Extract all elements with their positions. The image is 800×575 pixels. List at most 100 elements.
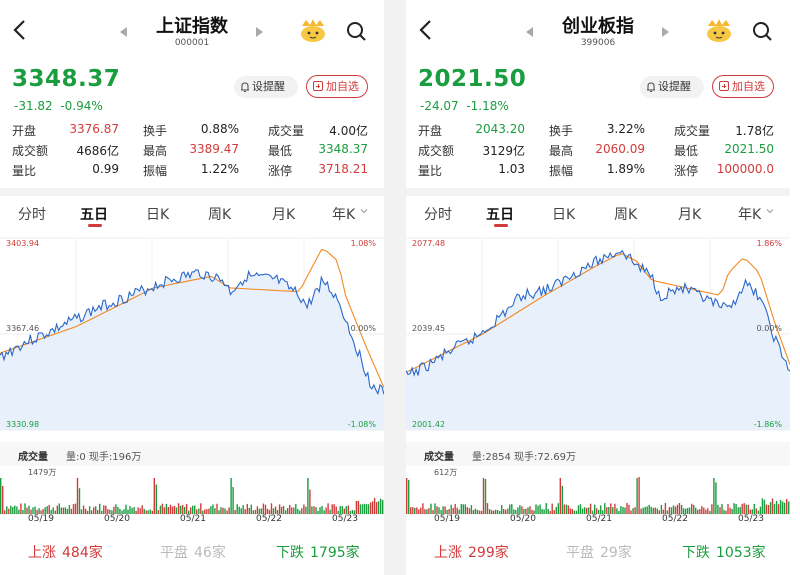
search-icon[interactable]: [344, 19, 368, 43]
volume-bar: [272, 508, 275, 514]
volume-bar: [181, 505, 184, 514]
volume-bar: [371, 501, 374, 514]
volume-bar: [204, 509, 206, 514]
volume-bar: [781, 501, 784, 514]
tab-3[interactable]: 周K: [208, 207, 232, 223]
volume-bar: [208, 508, 210, 514]
price-line: [406, 249, 790, 377]
volume-bar: [32, 507, 34, 514]
volume-bar: [484, 478, 487, 514]
volume-bar: [691, 503, 693, 514]
axis-label-mid-price: 3367.46: [6, 324, 39, 333]
volume-bar: [646, 506, 648, 514]
set-reminder-button[interactable]: 设提醒: [640, 76, 704, 98]
volume-bar: [34, 506, 36, 514]
volume-bar: [375, 502, 378, 514]
add-watchlist-label: 加自选: [732, 80, 765, 93]
next-index-icon[interactable]: [256, 27, 263, 37]
tab-1[interactable]: 五日: [486, 207, 514, 223]
tab-3[interactable]: 周K: [614, 207, 638, 223]
tab-4[interactable]: 月K: [678, 207, 702, 223]
volume-bar: [533, 510, 535, 514]
set-reminder-button[interactable]: 设提醒: [234, 76, 298, 98]
volume-bar: [769, 502, 772, 514]
panel-divider: [384, 0, 406, 575]
tab-0[interactable]: 分时: [18, 207, 46, 223]
up-count-label: 上涨: [28, 545, 56, 561]
volume-bar: [573, 510, 576, 514]
volume-bar: [319, 507, 321, 514]
tab-2[interactable]: 日K: [146, 207, 170, 223]
back-arrow-icon[interactable]: [10, 18, 30, 42]
volume-bar: [311, 506, 313, 514]
tab-0[interactable]: 分时: [424, 207, 452, 223]
volume-bar: [707, 508, 709, 514]
volume-bar: [82, 505, 85, 514]
tab-2[interactable]: 日K: [552, 207, 576, 223]
volume-bar: [699, 509, 701, 514]
prev-index-icon[interactable]: [120, 27, 127, 37]
crown-mascot-icon[interactable]: [704, 16, 734, 44]
volume-bar: [416, 507, 418, 514]
volume-bar: [137, 507, 139, 514]
bell-icon: [647, 82, 655, 92]
volume-bar: [545, 503, 547, 514]
prev-index-icon[interactable]: [526, 27, 533, 37]
volume-bar: [129, 506, 131, 514]
volume-bar: [339, 506, 341, 514]
volume-bar: [678, 503, 681, 514]
volume-bar: [121, 510, 123, 514]
search-icon[interactable]: [750, 19, 774, 43]
volume-bar: [373, 497, 376, 514]
volume-bar: [612, 507, 614, 514]
volume-bar: [28, 505, 30, 514]
last-price: 2021.50: [418, 66, 527, 92]
volume-bar: [40, 510, 42, 514]
volume-bar: [254, 509, 257, 514]
tab-5[interactable]: 年K: [332, 207, 356, 223]
volume-bar: [420, 507, 422, 514]
tab-1[interactable]: 五日: [80, 207, 108, 223]
volume-bar: [598, 510, 600, 514]
add-watchlist-button[interactable]: 加自选: [712, 75, 774, 98]
next-index-icon[interactable]: [662, 27, 669, 37]
stat-value: 2021.50: [724, 142, 774, 156]
stat-label: 成交额: [418, 144, 455, 158]
volume-bar: [589, 503, 592, 514]
price-line: [0, 269, 384, 396]
tab-4[interactable]: 月K: [272, 207, 296, 223]
stat-label: 量比: [418, 164, 443, 178]
volume-bar: [268, 509, 271, 514]
volume-bar: [248, 507, 250, 514]
stat-value: 3.22%: [606, 122, 645, 136]
volume-bar: [95, 506, 97, 514]
add-watchlist-button[interactable]: 加自选: [306, 75, 368, 98]
volume-bar: [670, 507, 673, 514]
volume-bar: [125, 504, 127, 514]
volume-bar: [50, 509, 52, 514]
volume-bar: [626, 503, 628, 514]
volume-bar: [86, 510, 89, 514]
stat-value: 1.22%: [200, 162, 239, 176]
volume-info: 量:2854 现手:72.69万: [472, 452, 576, 463]
volume-bar: [232, 487, 234, 514]
volume-bar: [210, 506, 212, 514]
volume-bar: [4, 510, 6, 514]
tab-5[interactable]: 年K: [738, 207, 762, 223]
crown-mascot-icon[interactable]: [298, 16, 328, 44]
volume-bar: [448, 509, 450, 514]
volume-bar: [515, 509, 517, 514]
volume-bar: [494, 509, 497, 514]
chevron-down-icon[interactable]: [766, 207, 774, 215]
volume-bar: [234, 510, 236, 514]
volume-bar: [559, 478, 561, 514]
back-arrow-icon[interactable]: [416, 18, 436, 42]
stat-value: 0.99: [92, 162, 119, 176]
volume-bar: [220, 507, 222, 514]
volume-bar: [523, 509, 525, 514]
volume-bar: [12, 507, 14, 514]
volume-bar: [468, 508, 471, 514]
volume-bar: [278, 504, 281, 514]
volume-bar: [571, 509, 574, 514]
chevron-down-icon[interactable]: [360, 207, 368, 215]
